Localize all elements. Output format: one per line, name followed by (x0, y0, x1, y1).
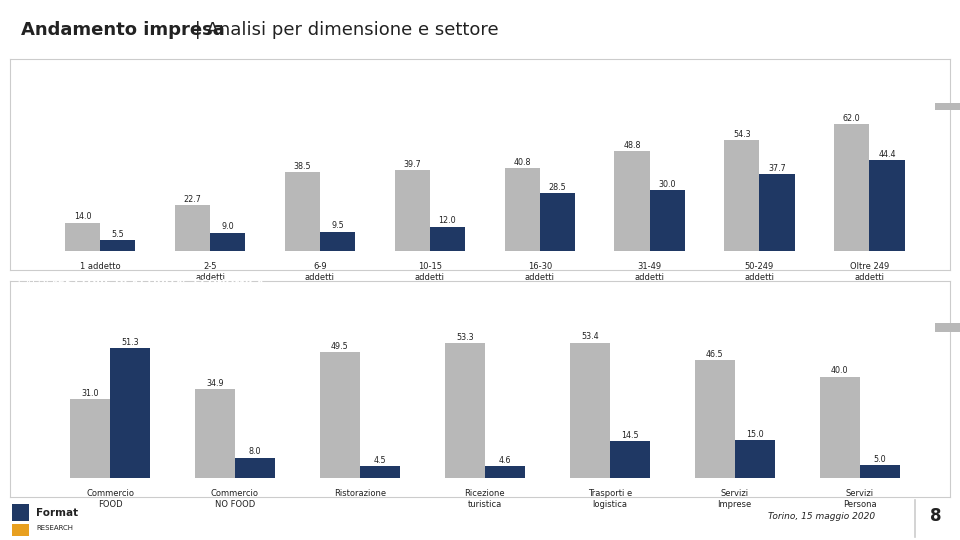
Bar (175, 205, 210, 251)
Text: Ricezione
turistica: Ricezione turistica (465, 489, 505, 509)
Text: 38.5: 38.5 (294, 162, 311, 171)
Text: Format: Format (36, 508, 79, 518)
Bar (12, 504, 29, 521)
Bar (859, 465, 900, 478)
Text: 37.7: 37.7 (768, 164, 786, 173)
Bar (734, 440, 775, 478)
Text: 31-49
addetti: 31-49 addetti (635, 262, 664, 282)
Bar (834, 125, 870, 251)
Bar (320, 232, 355, 251)
Text: Servizi
Imprese: Servizi Imprese (717, 489, 752, 509)
Bar (195, 389, 235, 478)
Text: 51.3: 51.3 (121, 338, 139, 347)
Text: 8: 8 (930, 507, 942, 525)
Text: Ristorazione: Ristorazione (334, 489, 386, 498)
Text: 30.0: 30.0 (659, 180, 676, 188)
Bar (505, 168, 540, 251)
Text: 15.0: 15.0 (746, 430, 763, 438)
Text: 62.0: 62.0 (843, 114, 860, 123)
Text: 22.7: 22.7 (183, 194, 202, 204)
Bar (320, 353, 360, 478)
Text: 46.5: 46.5 (706, 350, 724, 359)
Bar (485, 466, 525, 478)
Text: 40.8: 40.8 (514, 158, 531, 166)
Text: 6-9
addetti: 6-9 addetti (305, 262, 335, 282)
Text: 14.5: 14.5 (621, 431, 638, 440)
Text: 8.0: 8.0 (249, 447, 261, 456)
Text: Servizi
Persona: Servizi Persona (843, 489, 876, 509)
Bar (285, 172, 320, 251)
Text: 34.9: 34.9 (206, 379, 224, 388)
Text: 53.4: 53.4 (581, 332, 598, 341)
Text: SETTORE DI ATTIVITA’  ECONOMICA: SETTORE DI ATTIVITA’ ECONOMICA (58, 279, 264, 289)
Bar (110, 348, 150, 478)
Text: Torino, 15 maggio 2020: Torino, 15 maggio 2020 (768, 512, 876, 521)
Text: Oltre 249
addetti: Oltre 249 addetti (850, 262, 889, 282)
Text: 39.7: 39.7 (403, 160, 421, 169)
Text: 5.0: 5.0 (874, 455, 886, 464)
Bar (444, 343, 485, 478)
Text: SALDI per: SALDI per (19, 66, 74, 76)
Text: Andamento impresa: Andamento impresa (21, 21, 225, 39)
Bar (934, 323, 960, 332)
Bar (759, 174, 795, 251)
Text: 48.8: 48.8 (623, 141, 640, 150)
Bar (12, 524, 29, 536)
Text: 53.3: 53.3 (456, 333, 473, 342)
Bar (650, 190, 684, 251)
Bar (100, 240, 135, 251)
Text: 10-15
addetti: 10-15 addetti (415, 262, 444, 282)
Text: 16-30
addetti: 16-30 addetti (525, 262, 555, 282)
Text: 44.4: 44.4 (878, 150, 896, 159)
Text: 12.0: 12.0 (439, 217, 456, 225)
Bar (614, 151, 650, 251)
Bar (430, 227, 465, 251)
Bar (870, 160, 904, 251)
Text: 4.6: 4.6 (498, 456, 511, 465)
Text: | Analisi per dimensione e settore: | Analisi per dimensione e settore (189, 21, 499, 39)
Text: Trasporti e
logistica: Trasporti e logistica (588, 489, 632, 509)
Bar (540, 193, 575, 251)
Bar (725, 140, 759, 251)
Text: 9.5: 9.5 (331, 221, 344, 231)
Text: DIMENSIONE: DIMENSIONE (61, 66, 136, 76)
Text: 14.0: 14.0 (74, 212, 91, 221)
Text: 5.5: 5.5 (111, 230, 124, 239)
Bar (935, 103, 960, 110)
Bar (235, 457, 275, 478)
Text: 9.0: 9.0 (222, 222, 234, 232)
Text: Commercio
NO FOOD: Commercio NO FOOD (211, 489, 259, 509)
Bar (569, 342, 610, 478)
Text: RESEARCH: RESEARCH (36, 525, 74, 531)
Bar (695, 360, 734, 478)
Text: SALDI per: SALDI per (18, 279, 73, 289)
Bar (210, 233, 245, 251)
Text: 49.5: 49.5 (331, 342, 348, 351)
Bar (610, 441, 650, 478)
Text: 28.5: 28.5 (548, 183, 566, 192)
Bar (395, 170, 430, 251)
Bar (360, 467, 400, 478)
Text: 50-249
addetti: 50-249 addetti (745, 262, 775, 282)
Text: 2-5
addetti: 2-5 addetti (195, 262, 225, 282)
Text: 40.0: 40.0 (830, 366, 849, 375)
Text: 4.5: 4.5 (373, 456, 386, 465)
Text: 1 addetto: 1 addetto (80, 262, 121, 271)
Text: 31.0: 31.0 (82, 389, 99, 398)
Text: Commercio
FOOD: Commercio FOOD (86, 489, 134, 509)
Bar (70, 400, 110, 478)
Bar (820, 376, 859, 478)
Text: 54.3: 54.3 (733, 130, 751, 139)
Bar (65, 222, 100, 251)
